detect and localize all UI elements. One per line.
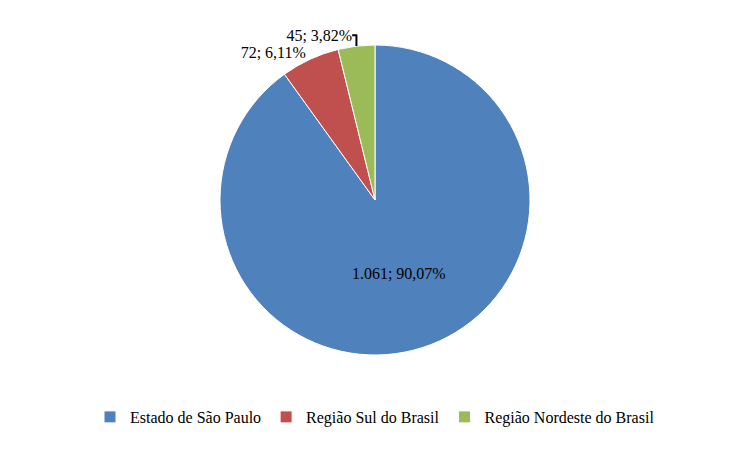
- svg-text:45; 3,82%: 45; 3,82%: [286, 27, 352, 44]
- svg-text:72; 6,11%: 72; 6,11%: [241, 44, 306, 61]
- svg-text:Estado de São Paulo: Estado de São Paulo: [130, 409, 261, 426]
- svg-text:1.061; 90,07%: 1.061; 90,07%: [352, 265, 446, 282]
- svg-text:Região Sul do Brasil: Região Sul do Brasil: [306, 409, 439, 427]
- svg-text:Região Nordeste do Brasil: Região Nordeste do Brasil: [485, 409, 655, 427]
